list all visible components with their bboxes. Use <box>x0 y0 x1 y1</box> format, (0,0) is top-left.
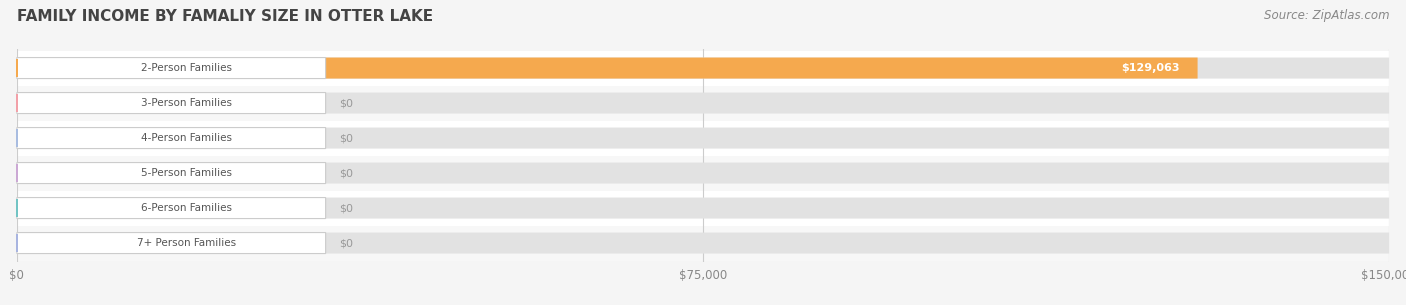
FancyBboxPatch shape <box>17 58 1389 79</box>
FancyBboxPatch shape <box>17 127 326 149</box>
FancyBboxPatch shape <box>17 58 326 79</box>
Text: $0: $0 <box>339 203 353 213</box>
Text: 3-Person Families: 3-Person Families <box>141 98 232 108</box>
Bar <box>17 85 1389 120</box>
Bar <box>17 226 1389 260</box>
Text: $0: $0 <box>339 98 353 108</box>
FancyBboxPatch shape <box>17 58 1198 79</box>
FancyBboxPatch shape <box>17 198 1389 219</box>
FancyBboxPatch shape <box>17 92 326 113</box>
Text: $129,063: $129,063 <box>1121 63 1180 73</box>
Bar <box>17 156 1389 191</box>
Text: $0: $0 <box>339 238 353 248</box>
FancyBboxPatch shape <box>17 232 1389 253</box>
Text: $0: $0 <box>339 168 353 178</box>
Text: FAMILY INCOME BY FAMALIY SIZE IN OTTER LAKE: FAMILY INCOME BY FAMALIY SIZE IN OTTER L… <box>17 9 433 24</box>
Bar <box>17 191 1389 226</box>
Text: 6-Person Families: 6-Person Families <box>141 203 232 213</box>
FancyBboxPatch shape <box>17 163 1389 184</box>
FancyBboxPatch shape <box>17 92 1389 113</box>
Text: 4-Person Families: 4-Person Families <box>141 133 232 143</box>
FancyBboxPatch shape <box>17 163 326 184</box>
Bar <box>17 51 1389 85</box>
Bar <box>17 120 1389 156</box>
Text: 2-Person Families: 2-Person Families <box>141 63 232 73</box>
Text: 5-Person Families: 5-Person Families <box>141 168 232 178</box>
Text: Source: ZipAtlas.com: Source: ZipAtlas.com <box>1264 9 1389 22</box>
Text: $0: $0 <box>339 133 353 143</box>
FancyBboxPatch shape <box>17 127 1389 149</box>
Text: 7+ Person Families: 7+ Person Families <box>138 238 236 248</box>
FancyBboxPatch shape <box>17 232 326 253</box>
FancyBboxPatch shape <box>17 198 326 219</box>
